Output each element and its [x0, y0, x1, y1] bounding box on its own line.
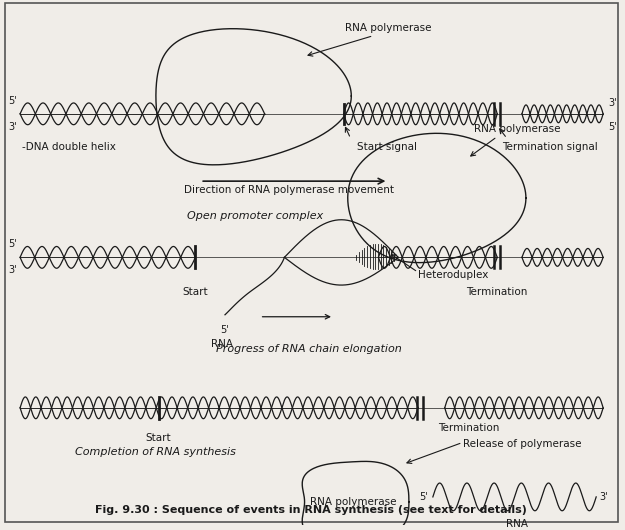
Text: RNA polymerase: RNA polymerase	[474, 123, 560, 134]
Text: RNA polymerase: RNA polymerase	[345, 23, 432, 33]
Text: RNA: RNA	[506, 519, 528, 529]
Text: RNA: RNA	[211, 339, 233, 349]
Text: Termination signal: Termination signal	[502, 142, 598, 152]
Text: RNA polymerase: RNA polymerase	[311, 497, 397, 507]
Text: Termination: Termination	[466, 287, 528, 297]
Text: Progress of RNA chain elongation: Progress of RNA chain elongation	[216, 344, 402, 355]
Text: 5': 5'	[8, 240, 17, 250]
Text: Open promoter complex: Open promoter complex	[187, 211, 323, 221]
Text: Completion of RNA synthesis: Completion of RNA synthesis	[75, 447, 236, 457]
Text: Start: Start	[146, 432, 171, 443]
Text: 5': 5'	[419, 492, 428, 502]
Text: Heteroduplex: Heteroduplex	[418, 270, 488, 280]
Text: 5': 5'	[221, 325, 229, 334]
Text: Termination: Termination	[438, 422, 499, 432]
Text: 3': 3'	[608, 98, 617, 108]
Text: Release of polymerase: Release of polymerase	[462, 439, 581, 449]
Text: Direction of RNA polymerase movement: Direction of RNA polymerase movement	[184, 185, 394, 195]
Text: Start signal: Start signal	[357, 142, 417, 152]
Text: Start: Start	[182, 287, 208, 297]
Text: Fig. 9.30 : Sequence of events in RNA synthesis (see text for details): Fig. 9.30 : Sequence of events in RNA sy…	[95, 505, 527, 515]
Text: 5': 5'	[608, 122, 617, 131]
Text: 3': 3'	[9, 122, 17, 131]
Text: 3': 3'	[599, 492, 608, 502]
Text: 3': 3'	[9, 265, 17, 275]
Text: -DNA double helix: -DNA double helix	[22, 142, 116, 152]
Text: 5': 5'	[8, 96, 17, 106]
